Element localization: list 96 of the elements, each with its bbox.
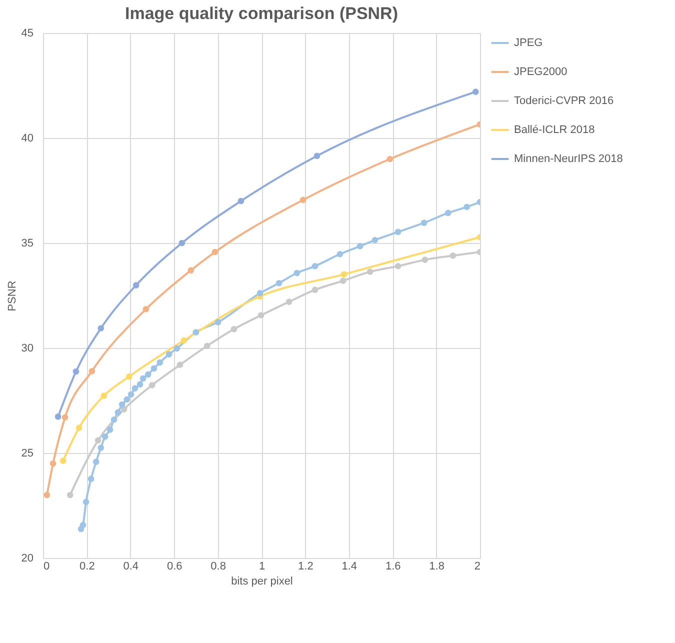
point [88,368,96,374]
point [44,492,50,498]
point [156,359,164,366]
point [300,196,306,204]
x-tick-label: 1.4 [342,560,358,572]
point [422,256,428,263]
point [98,325,104,332]
x-tick-label: 1 [258,560,266,572]
point [60,458,66,464]
point [54,414,62,420]
point [144,371,152,378]
y-tick-label: 45 [21,28,34,40]
x-tick-label: 1.2 [298,560,314,572]
point [142,306,150,312]
legend-label: JPEG2000 [514,66,568,78]
point [176,362,184,368]
point [366,268,374,275]
point [88,476,94,482]
point [100,392,108,399]
y-tick-label: 35 [21,238,34,250]
x-tick-label: 0.8 [210,560,226,572]
x-tick-label: 1.8 [429,560,444,572]
x-tick-label: 1.6 [385,560,401,572]
point [110,416,118,423]
point [80,522,86,528]
point [312,262,318,270]
point [132,282,140,288]
point [394,262,402,270]
point [336,250,344,258]
point [276,280,282,286]
point [118,401,126,408]
point [114,409,122,416]
point [62,414,68,420]
point [312,286,318,293]
point [102,433,108,440]
chart-title: Image quality comparison (PSNR) [125,4,398,23]
point [230,326,238,332]
point [66,492,74,498]
x-axis-title: bits per pixel [231,576,293,588]
point [340,278,346,284]
legend-label: Toderici-CVPR 2016 [514,95,614,107]
point [94,437,102,444]
point [238,198,244,204]
point [124,396,130,403]
point [340,271,348,278]
legend-label: Minnen-NeurIPS 2018 [514,153,623,165]
point [126,373,132,380]
y-tick-label: 30 [21,342,34,354]
point [150,365,158,372]
point [82,498,90,506]
point [128,391,134,398]
point [166,351,172,358]
point [140,375,146,382]
x-tick-label: 0.2 [80,560,95,572]
point [394,228,402,236]
point [76,424,82,431]
point [420,220,428,226]
point [472,88,479,95]
point [98,444,104,451]
point [258,312,264,318]
point [256,290,264,296]
point [188,267,194,274]
point [174,345,180,352]
point [372,236,378,244]
y-tick-label: 25 [21,448,34,460]
point [204,342,210,350]
legend-label: JPEG [514,37,543,49]
point [178,240,186,246]
point [464,204,470,210]
point [386,156,394,162]
y-tick-label: 40 [21,132,34,144]
point [212,248,218,256]
y-tick-label: 20 [21,552,34,564]
point [444,210,452,216]
point [106,426,114,433]
point [294,270,300,276]
x-tick-label: 2 [474,560,480,572]
point [72,368,80,375]
point [148,382,156,388]
point [136,381,144,388]
point [356,242,364,250]
point [180,337,188,344]
x-tick-label: 0 [44,560,50,572]
legend-label: Ballé-ICLR 2018 [514,124,595,136]
point [286,298,292,305]
x-tick-label: 0.6 [166,560,182,572]
x-tick-label: 0.4 [123,560,139,572]
point [450,252,456,259]
point [192,329,200,336]
point [132,385,138,392]
point [214,319,222,326]
point [92,458,100,465]
point [50,460,56,467]
point [314,152,320,160]
y-axis-title: PSNR [6,280,18,312]
point [120,406,128,412]
